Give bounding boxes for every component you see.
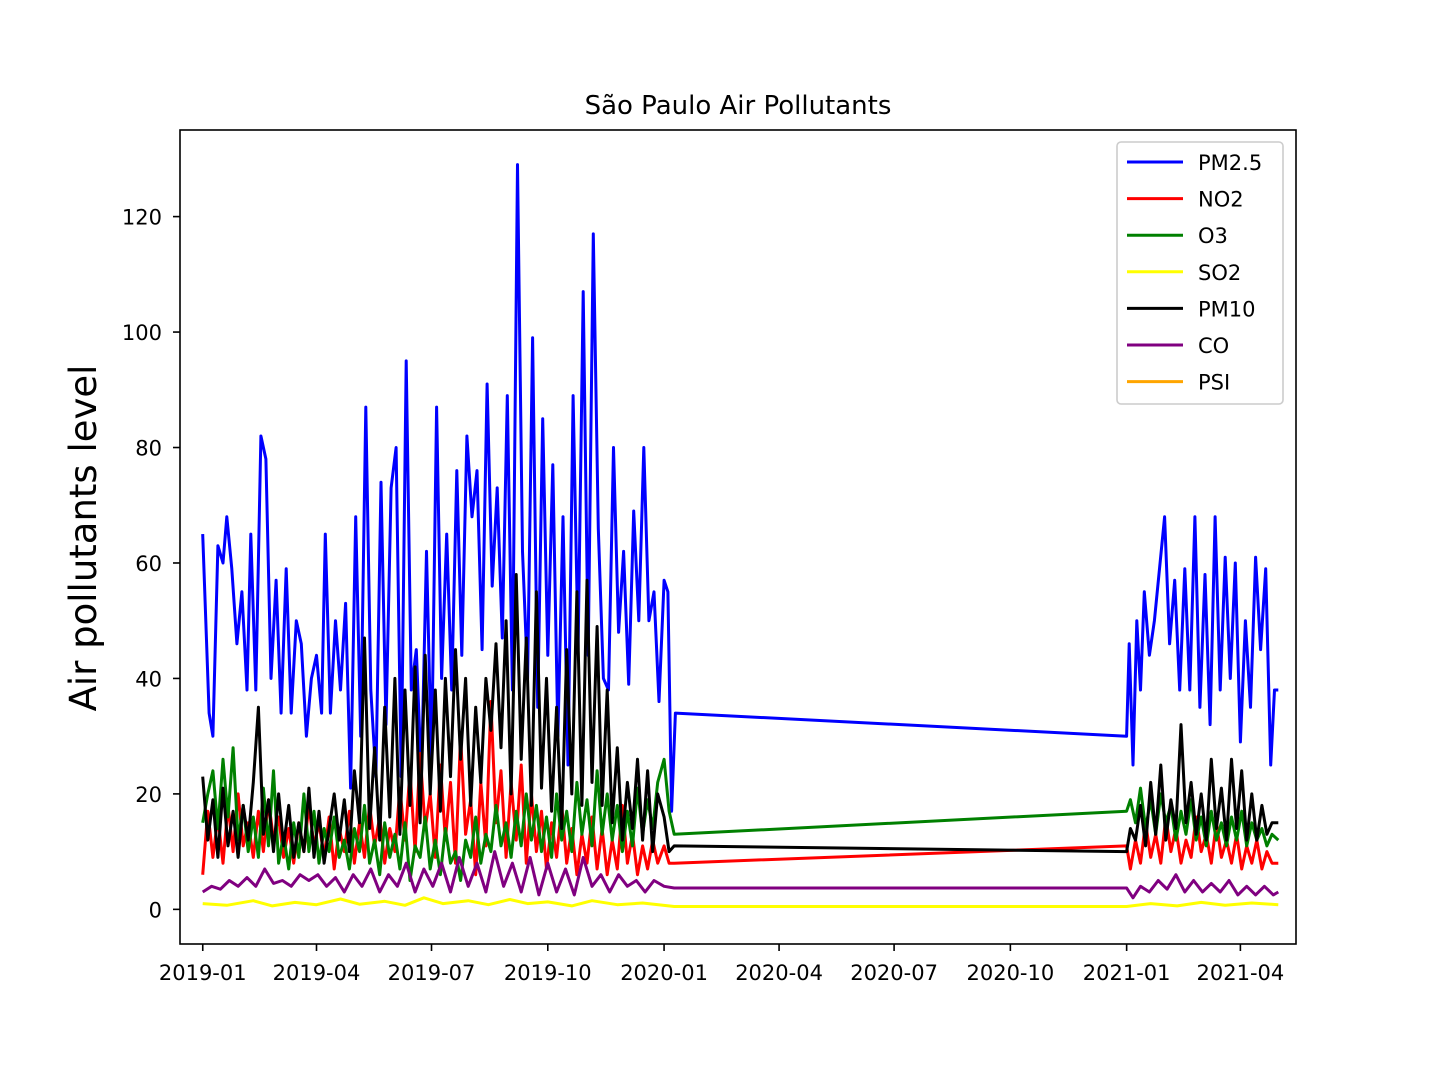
y-tick-label-0: 0	[149, 898, 162, 922]
y-axis-label: Air pollutants level	[62, 365, 105, 712]
y-tick-label-4: 80	[135, 437, 162, 461]
x-tick-label-9: 2021-04	[1197, 961, 1285, 985]
x-tick-label-3: 2019-10	[504, 961, 592, 985]
x-tick-label-1: 2019-04	[273, 961, 361, 985]
y-tick-label-1: 20	[135, 783, 162, 807]
legend-box	[1116, 141, 1284, 405]
x-tick-label-0: 2019-01	[159, 961, 247, 985]
legend-label-2: O3	[1198, 224, 1228, 248]
axes-layer: 0 20 40 60 80 100 120 2019-01 2019-04 2019-07 2019…	[122, 129, 1297, 985]
series-layer	[201, 163, 1280, 908]
legend-label-3: SO2	[1198, 261, 1241, 285]
legend: PM2.5 NO2 O3 SO2 PM10 CO PSI	[1116, 141, 1284, 405]
x-tick-label-8: 2021-01	[1083, 961, 1171, 985]
series-line-0	[201, 163, 1279, 813]
legend-label-0: PM2.5	[1198, 151, 1262, 175]
x-tick-label-4: 2020-01	[620, 961, 708, 985]
x-tick-label-6: 2020-07	[850, 961, 938, 985]
x-tick-label-5: 2020-04	[735, 961, 823, 985]
legend-label-1: NO2	[1198, 188, 1244, 212]
y-tick-label-2: 40	[135, 667, 162, 691]
series-line-5	[201, 850, 1280, 900]
legend-label-4: PM10	[1198, 297, 1256, 321]
series-line-4	[201, 573, 1279, 865]
plot-frame	[179, 129, 1297, 945]
chart-title: São Paulo Air Pollutants	[585, 91, 892, 121]
y-tick-label-3: 60	[135, 552, 162, 576]
y-tick-label-5: 100	[122, 321, 162, 345]
y-tick-label-6: 120	[122, 206, 162, 230]
x-tick-label-2: 2019-07	[388, 961, 476, 985]
legend-label-6: PSI	[1198, 371, 1230, 395]
series-line-3	[202, 896, 1279, 908]
legend-label-5: CO	[1198, 334, 1229, 358]
x-tick-label-7: 2020-10	[966, 961, 1054, 985]
